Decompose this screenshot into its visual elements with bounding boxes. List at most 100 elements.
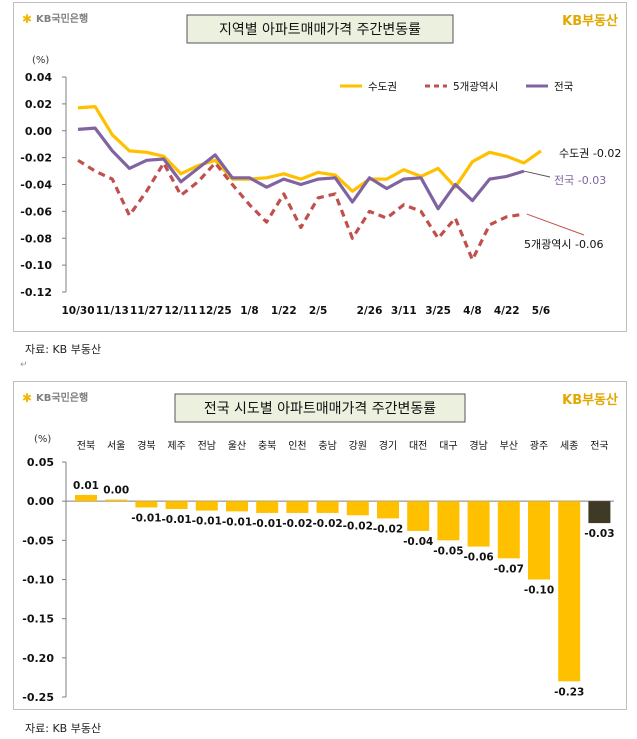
data-label: -0.01 — [222, 516, 252, 528]
bar — [437, 501, 460, 541]
y-tick-label: -0.10 — [22, 574, 54, 587]
bar — [467, 501, 490, 547]
y-tick-label: -0.15 — [22, 613, 54, 626]
data-label: -0.01 — [252, 518, 282, 530]
legend-label: 5개광역시 — [453, 81, 498, 93]
x-tick-label: 1/22 — [271, 305, 297, 317]
y-tick-label: -0.06 — [20, 205, 52, 218]
data-label: -0.02 — [343, 520, 373, 532]
y-tick-label: 0.05 — [27, 456, 54, 469]
kb-realestate-logo: KB부동산 — [562, 392, 618, 408]
series-line-0 — [77, 104, 542, 193]
series-line-1 — [77, 158, 525, 262]
category-label: 세종 — [560, 440, 578, 452]
end-label-nation: 전국 -0.03 — [554, 174, 606, 187]
category-label: 경남 — [469, 439, 487, 452]
bar — [105, 499, 128, 502]
data-label: -0.02 — [282, 518, 312, 530]
data-label: -0.01 — [192, 516, 222, 528]
bar — [286, 501, 309, 513]
y-unit-label: (%) — [34, 434, 51, 445]
x-tick-label: 2/5 — [309, 305, 327, 317]
category-label: 충남 — [318, 440, 336, 452]
data-label: -0.05 — [433, 545, 463, 557]
data-label: -0.23 — [554, 686, 584, 698]
bar — [316, 501, 339, 513]
end-label-metro5: 5개광역시 -0.06 — [524, 238, 603, 251]
category-label: 경북 — [137, 439, 155, 452]
y-tick-label: -0.20 — [22, 652, 54, 665]
bar — [497, 501, 520, 559]
y-tick-label: -0.10 — [20, 259, 52, 272]
category-label: 부산 — [500, 440, 518, 452]
x-tick-label: 2/26 — [357, 305, 383, 317]
chart-title: 전국 시도별 아파트매매가격 주간변동률 — [204, 401, 436, 417]
x-tick-label: 1/8 — [240, 305, 258, 317]
y-tick-label: 0.00 — [27, 495, 54, 508]
x-tick-label: 3/25 — [425, 305, 451, 317]
series-line-2 — [77, 126, 525, 211]
x-tick-label: 10/30 — [61, 305, 94, 317]
kb-bank-logo: KB국민은행 — [36, 12, 88, 25]
chart-title-box — [174, 393, 466, 423]
data-label: -0.01 — [161, 514, 191, 526]
y-tick-label: -0.12 — [20, 286, 52, 299]
bar — [195, 501, 218, 511]
leader-line — [523, 170, 551, 178]
chart-title: 지역별 아파트매매가격 주간변동률 — [219, 22, 421, 38]
y-tick-label: 0.02 — [25, 98, 52, 111]
bar — [588, 501, 611, 524]
category-label: 제주 — [167, 440, 185, 452]
category-label: 대전 — [409, 440, 427, 452]
bar — [75, 494, 97, 502]
paragraph-mark: ↵ — [20, 360, 28, 370]
data-label: -0.10 — [524, 585, 554, 597]
y-tick-label: 0.00 — [25, 125, 52, 138]
category-label: 대구 — [439, 440, 457, 452]
x-tick-label: 11/27 — [130, 305, 163, 317]
line-chart-panel: ✱ KB국민은행 KB부동산 지역별 아파트매매가격 주간변동률 (%) 0.04 0.02… — [13, 2, 627, 332]
category-label: 서울 — [107, 440, 125, 452]
data-label: -0.02 — [312, 518, 342, 530]
x-tick-label: 11/13 — [96, 305, 129, 317]
legend-label: 전국 — [554, 81, 574, 93]
leader-line — [526, 213, 585, 236]
y-tick-label: -0.25 — [22, 691, 54, 704]
data-label: -0.01 — [131, 512, 161, 524]
kb-star-icon: ✱ — [22, 12, 32, 26]
category-label: 광주 — [530, 440, 548, 452]
chart2-source-caption: 자료: KB 부동산 — [25, 722, 102, 735]
data-label: -0.07 — [494, 563, 524, 575]
data-label: -0.06 — [463, 552, 493, 564]
y-tick-label: 0.04 — [25, 71, 52, 84]
data-label: 0.00 — [103, 485, 129, 497]
y-tick-label: -0.04 — [20, 179, 52, 192]
category-label: 강원 — [349, 440, 367, 452]
bar — [165, 501, 188, 509]
bar — [528, 501, 550, 580]
bar — [256, 501, 279, 513]
kb-realestate-logo: KB부동산 — [562, 13, 618, 29]
y-tick-label: -0.02 — [20, 152, 52, 165]
kb-star-icon: ✱ — [22, 391, 32, 405]
y-tick-label: -0.05 — [22, 534, 54, 547]
bar — [135, 501, 158, 508]
kb-bank-logo: KB국민은행 — [36, 391, 88, 404]
x-tick-label: 5/6 — [532, 305, 550, 317]
legend-label: 수도권 — [368, 81, 397, 93]
category-label: 울산 — [228, 440, 246, 452]
data-label: -0.04 — [403, 536, 433, 548]
category-label: 인천 — [288, 440, 306, 452]
data-label: -0.02 — [373, 523, 403, 535]
x-tick-label: 12/11 — [164, 305, 197, 317]
data-label: 0.01 — [73, 480, 99, 492]
x-tick-label: 4/22 — [494, 305, 520, 317]
bar — [346, 501, 369, 516]
chart-title-box — [186, 14, 454, 44]
bar — [407, 501, 430, 531]
category-label: 전남 — [198, 440, 216, 452]
data-label: -0.03 — [584, 528, 614, 540]
